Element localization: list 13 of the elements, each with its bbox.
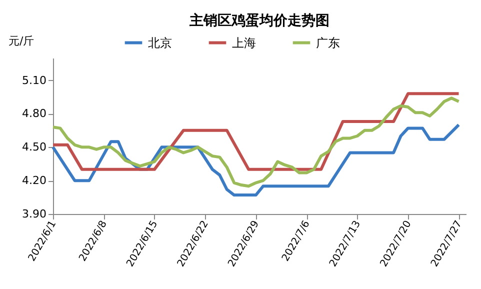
chart-title: 主销区鸡蛋均价走势图 (188, 12, 330, 29)
y-tick-label: 4.20 (22, 174, 46, 188)
legend-label: 上海 (232, 36, 256, 50)
line-series (52, 92, 460, 171)
legend-label: 广东 (316, 36, 340, 50)
y-tick-label: 4.80 (22, 107, 46, 120)
legend-label: 北京 (148, 36, 172, 50)
y-tick-label: 5.10 (22, 74, 46, 87)
line-series (52, 123, 460, 197)
line-series (52, 96, 460, 188)
y-tick-label: 4.50 (22, 140, 46, 154)
y-axis-title: 元/斤 (8, 34, 34, 48)
y-tick-label: 3.90 (22, 208, 46, 220)
